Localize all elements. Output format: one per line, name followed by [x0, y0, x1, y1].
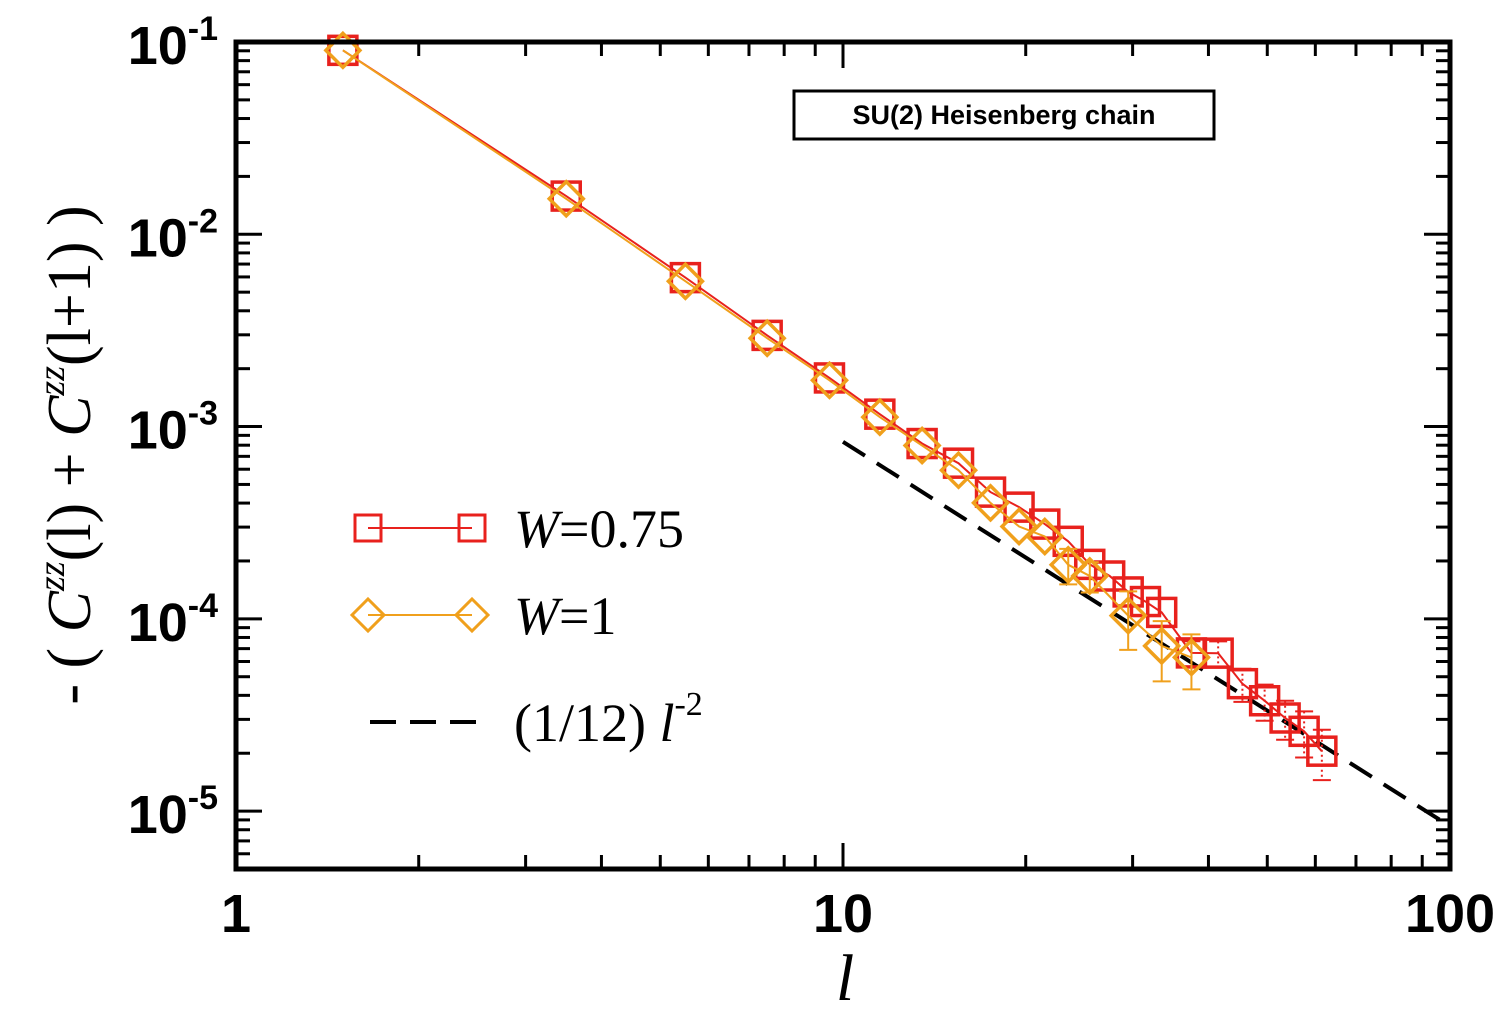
legend-label-w075: W=0.75: [514, 499, 684, 559]
y-label-arg2: (l+1): [36, 242, 104, 366]
y-tick-label: 10-2: [128, 202, 218, 268]
y-label-open: - (: [36, 632, 104, 704]
data-point-diamond: [1142, 626, 1182, 666]
legend-label-power-law: (1/12) l-2: [514, 686, 703, 753]
series-line: [342, 49, 1323, 752]
legend-marker-diamond: [349, 596, 387, 634]
data-point-square: [1226, 667, 1259, 700]
data-point-diamond: [939, 450, 979, 490]
legend-entry-w1: W=1: [349, 586, 616, 646]
y-label-close: ): [36, 205, 104, 241]
y-axis-label: - ( Czz(l) + Czz(l+1) ): [31, 205, 104, 704]
plot-frame: [233, 39, 1453, 872]
data-point-diamond: [747, 318, 787, 358]
y-tick-base: 10: [128, 16, 188, 76]
y-label-sup1: zz: [31, 561, 73, 592]
y-tick-exponent: -2: [188, 202, 218, 240]
series-w1: [323, 30, 1211, 691]
data-point-diamond: [860, 397, 900, 437]
legend-label-w1: W=1: [514, 586, 616, 646]
y-tick-base: 10: [128, 208, 188, 268]
x-tick-labels: 1 10 100: [221, 884, 1495, 944]
data-point-diamond: [1171, 637, 1211, 677]
data-point-diamond: [999, 507, 1039, 547]
data-point-square: [1029, 508, 1061, 540]
reference-line-layer: [841, 440, 1452, 829]
y-label-sup2: zz: [31, 366, 73, 397]
data-point-diamond: [1048, 545, 1088, 585]
y-tick-label: 10-5: [128, 779, 218, 845]
reference-line-power-law: [841, 440, 1452, 829]
legend-marker-diamond: [453, 596, 491, 634]
legend-entry-w075: W=0.75: [353, 499, 684, 559]
x-axis-label: l: [836, 942, 854, 1010]
y-tick-base: 10: [128, 401, 188, 461]
y-tick-label: 10-4: [128, 587, 218, 653]
data-point-diamond: [1070, 556, 1110, 596]
x-tick-label: 10: [813, 884, 873, 944]
data-point-square: [1288, 715, 1320, 748]
series-layer: [323, 30, 1338, 782]
data-point-diamond: [546, 179, 586, 219]
data-point-square: [1306, 735, 1338, 767]
y-label-arg1: (l): [36, 503, 104, 562]
annotation-box: SU(2) Heisenberg chain: [792, 89, 1216, 141]
data-point-diamond: [1025, 517, 1065, 556]
y-tick-exponent: -3: [188, 395, 218, 433]
y-tick-exponent: -4: [188, 587, 218, 625]
y-label-plus: +: [36, 437, 104, 503]
y-tick-label: 10-1: [128, 10, 218, 76]
data-point-diamond: [810, 360, 849, 400]
y-tick-base: 10: [128, 785, 188, 845]
legend-entry-power-law: (1/12) l-2: [370, 686, 703, 753]
axis-ticks: [236, 40, 1450, 871]
data-point-square: [1248, 684, 1281, 717]
y-label-c1: C: [36, 590, 104, 632]
annotation-text: SU(2) Heisenberg chain: [852, 100, 1155, 130]
y-tick-labels: 10-110-210-310-410-5: [128, 10, 218, 845]
data-point-diamond: [1108, 596, 1148, 636]
x-tick-label: 1: [221, 884, 251, 944]
y-tick-label: 10-3: [128, 395, 218, 461]
data-point-square: [327, 34, 359, 67]
series-line: [342, 49, 1192, 659]
y-tick-exponent: -1: [188, 10, 218, 48]
legend-marker-square: [457, 513, 487, 543]
y-tick-base: 10: [128, 593, 188, 653]
x-tick-label: 100: [1405, 884, 1495, 944]
y-label-c2: C: [36, 395, 104, 437]
legend-marker-square: [353, 513, 383, 543]
data-point-diamond: [665, 261, 705, 301]
data-point-square: [1093, 560, 1126, 592]
y-tick-exponent: -5: [188, 779, 218, 817]
data-point-square: [942, 447, 975, 479]
data-point-diamond: [323, 30, 363, 70]
data-point-diamond: [902, 426, 942, 465]
legend: W=0.75 W=1 (1/12) l-2: [349, 499, 703, 753]
data-point-diamond: [971, 483, 1010, 523]
